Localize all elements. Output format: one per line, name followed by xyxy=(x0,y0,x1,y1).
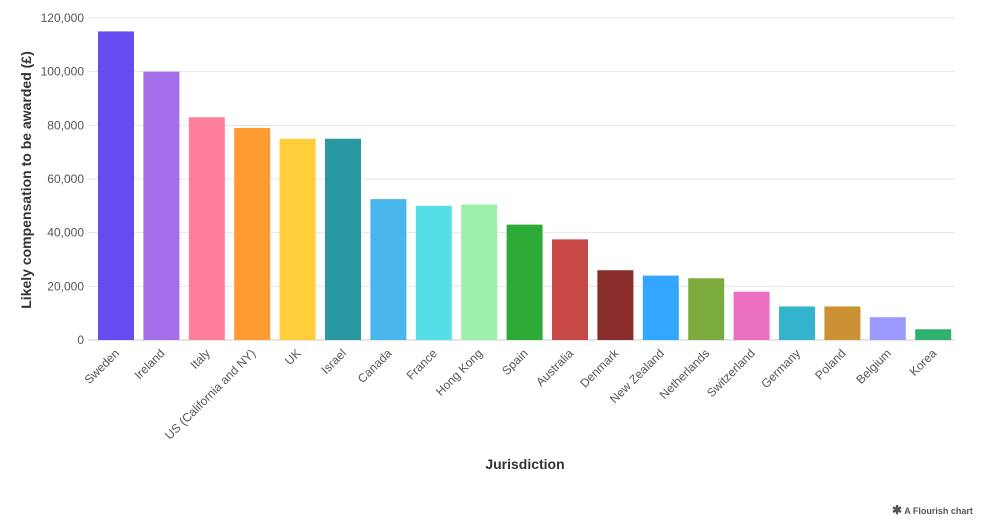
credit-text: A Flourish chart xyxy=(904,506,973,516)
x-tick-label: Germany xyxy=(758,346,803,391)
y-tick-label: 100,000 xyxy=(41,65,85,79)
bar-germany[interactable] xyxy=(779,306,815,340)
x-tick-label: France xyxy=(404,346,441,383)
y-tick-label: 60,000 xyxy=(47,172,84,186)
bar-denmark[interactable] xyxy=(597,270,634,340)
bar-netherlands[interactable] xyxy=(688,278,725,340)
y-tick-label: 120,000 xyxy=(41,11,85,25)
x-tick-label: Ireland xyxy=(132,346,168,382)
bar-hong-kong[interactable] xyxy=(461,204,498,340)
bar-uk[interactable] xyxy=(279,138,316,340)
flourish-asterisk-icon: ✱ xyxy=(892,503,903,517)
bar-new-zealand[interactable] xyxy=(642,275,679,340)
y-tick-label: 20,000 xyxy=(47,279,84,293)
y-tick-label: 40,000 xyxy=(47,226,84,240)
x-tick-label: Canada xyxy=(355,346,395,386)
bar-spain[interactable] xyxy=(506,224,543,340)
bar-belgium[interactable] xyxy=(869,317,906,340)
x-axis-title: Jurisdiction xyxy=(485,456,564,472)
flourish-credit[interactable]: ✱ A Flourish chart xyxy=(892,503,973,517)
bars xyxy=(98,31,952,341)
x-tick-label: Australia xyxy=(533,346,576,389)
bar-us-california-and-ny-[interactable] xyxy=(234,128,271,340)
x-tick-label: Italy xyxy=(187,346,212,371)
y-axis-ticks: 0 20,000 40,000 60,000 80,000 100,000 120,000 xyxy=(41,11,85,347)
x-tick-label: Korea xyxy=(907,346,940,379)
x-tick-label: UK xyxy=(282,346,304,368)
bar-poland[interactable] xyxy=(824,306,861,340)
x-tick-label: Sweden xyxy=(82,346,123,387)
bar-switzerland[interactable] xyxy=(733,291,770,340)
x-tick-label: Israel xyxy=(318,346,349,377)
x-tick-label: Denmark xyxy=(577,346,622,391)
x-tick-label: Belgium xyxy=(853,346,894,387)
x-tick-label: US (California and NY) xyxy=(162,346,258,442)
bar-korea[interactable] xyxy=(915,329,952,340)
y-tick-label: 80,000 xyxy=(47,118,84,132)
bar-france[interactable] xyxy=(415,205,452,340)
x-tick-label: Poland xyxy=(812,346,848,382)
x-tick-label: Switzerland xyxy=(704,346,758,400)
y-axis-title: Likely compensation to be awarded (£) xyxy=(18,51,34,309)
bar-italy[interactable] xyxy=(188,117,225,341)
bar-sweden[interactable] xyxy=(98,31,134,341)
x-tick-label: Hong Kong xyxy=(433,346,485,398)
x-tick-label: Spain xyxy=(499,346,531,378)
bar-ireland[interactable] xyxy=(143,71,180,341)
bar-israel[interactable] xyxy=(325,138,361,340)
y-tick-label: 0 xyxy=(77,333,84,347)
bar-australia[interactable] xyxy=(552,239,588,340)
bar-canada[interactable] xyxy=(370,199,407,340)
